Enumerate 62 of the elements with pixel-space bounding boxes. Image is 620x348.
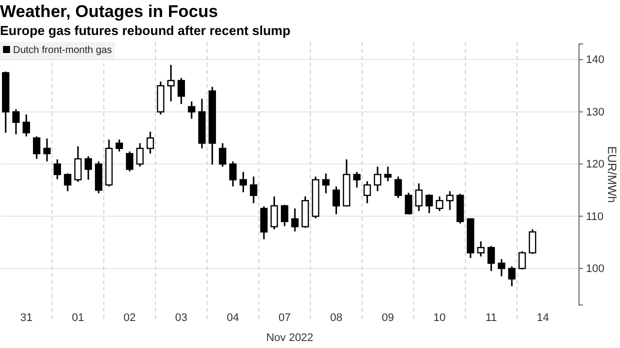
- candlestick: [270, 196, 278, 230]
- chart-title: Weather, Outages in Focus: [0, 2, 218, 21]
- y-tick-label: 130: [586, 106, 604, 118]
- x-tick-label: 04: [226, 312, 240, 324]
- y-tick-label: 120: [586, 158, 604, 171]
- candlestick: [64, 172, 72, 192]
- candlestick: [384, 166, 392, 182]
- y-tick-label: 110: [586, 210, 604, 223]
- candlestick: [250, 176, 258, 204]
- candlestick: [126, 150, 134, 172]
- candlestick: [32, 136, 40, 160]
- candlestick: [167, 64, 175, 102]
- candlestick: [404, 192, 412, 215]
- x-tick-label: 11: [485, 312, 497, 324]
- candlestick: [528, 228, 536, 255]
- legend-label: Dutch front-month gas: [13, 45, 112, 56]
- candlestick: [146, 130, 154, 154]
- candlestick: [43, 138, 51, 162]
- candlestick: [436, 196, 444, 212]
- candlestick: [240, 171, 247, 193]
- x-tick-label: 07: [278, 312, 291, 324]
- candlestick: [229, 160, 237, 188]
- candlestick: [260, 206, 268, 240]
- candlestick: [84, 155, 92, 180]
- x-tick-label: 08: [330, 312, 342, 324]
- candlestick: [508, 266, 516, 287]
- candlestick: [394, 176, 402, 199]
- candlestick: [188, 100, 196, 120]
- candlestick: [364, 180, 371, 204]
- candlestick: [12, 108, 20, 136]
- x-tick-label: 01: [72, 312, 84, 324]
- candlestick: [374, 166, 382, 192]
- x-axis-title: Nov 2022: [266, 332, 314, 344]
- candlestick: [477, 240, 485, 258]
- y-tick-label: 100: [586, 262, 604, 275]
- candlestick: [446, 190, 454, 211]
- candlestick: [353, 171, 361, 188]
- x-tick-label: 14: [536, 312, 549, 324]
- candlestick: [136, 142, 144, 168]
- candlestick: [332, 186, 340, 215]
- candlestick: [415, 182, 423, 212]
- x-tick-label: 03: [175, 312, 188, 324]
- x-tick-label: 10: [433, 312, 446, 324]
- candlestick: [518, 250, 526, 270]
- x-tick-label: 09: [382, 312, 394, 324]
- candlestick: [178, 77, 185, 105]
- x-tick-label: 31: [20, 312, 32, 324]
- candlestick: [498, 258, 506, 278]
- x-tick-label: 02: [124, 312, 136, 324]
- candlestick: [54, 158, 62, 180]
- candlestick: [22, 114, 30, 138]
- candlestick: [426, 194, 433, 214]
- candlestick: [487, 245, 495, 272]
- candlestick: [116, 138, 123, 152]
- y-tick-label: 140: [586, 54, 604, 66]
- candlestick: [322, 172, 330, 194]
- candlestick: [218, 142, 226, 168]
- candlestick: [291, 208, 299, 232]
- chart-subtitle: Europe gas futures rebound after recent slump: [0, 23, 290, 38]
- y-axis-title: EUR/MWh: [605, 146, 619, 203]
- candlestick: [74, 146, 82, 183]
- candlestick: [280, 204, 288, 227]
